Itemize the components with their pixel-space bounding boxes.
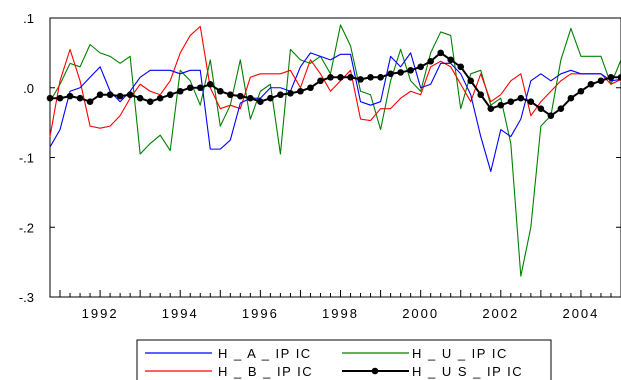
series-point [126,91,134,99]
series-point [367,73,374,81]
series-point [186,84,194,92]
series-point [487,105,495,112]
x-axis: 1992 1994 1996 1998 2000 2002 2004 [49,290,621,321]
legend-label: H _ U _ IP IC [412,346,508,361]
legend-label: H _ B _ IP IC [218,364,313,379]
series-point [136,94,144,102]
series-point [617,73,621,81]
series-point [547,112,555,119]
series-point [66,92,74,100]
legend-label: H _ A _ IP IC [218,346,312,361]
series-point [327,73,334,81]
series-point [287,90,294,97]
x-tick-label: 2004 [562,306,599,321]
series-point [156,94,164,102]
series-point [347,73,354,81]
series-point [457,63,465,71]
series-point [86,98,94,105]
series-point [76,94,84,102]
series-point [46,94,54,102]
series-point [377,73,384,81]
series-point [497,101,505,109]
series-point [257,98,264,105]
y-tick-label: .1 [23,11,34,26]
x-tick-label: 1996 [242,306,279,321]
plot-frame [49,17,621,298]
series-point [337,73,344,81]
legend-label: H _ U S _ IP IC [412,364,523,379]
series-point [237,92,244,100]
series-point [196,84,204,92]
series-point [267,94,274,102]
series-line-1 [49,25,621,137]
y-axis: .1 .0 -.1 -.2 -.3 [19,11,621,305]
y-tick-label: -.1 [19,151,34,166]
legend: H _ A _ IP IC H _ U _ IP IC H _ B _ IP IC H… [136,339,552,380]
series-point [247,94,254,102]
series-point [96,91,104,99]
series-point [537,105,545,112]
series-point [507,98,515,105]
legend-marker [371,367,379,375]
series-point [227,91,234,99]
y-tick-label: -.2 [19,220,34,235]
series-point [437,49,444,57]
series-point [166,91,174,99]
series-point [467,77,475,85]
series-point [577,87,585,95]
series-line-2 [49,24,621,277]
series-point [56,94,64,102]
x-tick-label: 2002 [482,306,519,321]
y-tick-label: -.3 [19,290,34,305]
x-tick-label: 2000 [402,306,439,321]
series-point [587,80,595,88]
x-tick-label: 1992 [82,306,119,321]
series-point [317,77,324,85]
series-point [206,80,214,88]
series-point [517,94,525,102]
series-point [297,87,304,95]
series-point [387,70,394,78]
series-point [597,77,605,85]
series-point [106,91,114,99]
series-point [427,57,434,65]
series-point [447,56,455,64]
series-point [607,73,615,81]
x-tick-label: 1998 [322,306,359,321]
series-point [567,94,575,102]
series-point [217,87,224,95]
series-point [277,91,284,99]
series-point [357,76,364,83]
series-point [557,105,565,112]
series-lines [46,24,621,277]
series-point [417,63,424,71]
series-point [146,98,154,105]
series-point [116,92,124,100]
series-point [397,69,404,76]
series-point [527,98,535,105]
x-tick-label: 1994 [162,306,199,321]
series-point [407,67,414,74]
legend-box [136,339,552,380]
series-point [477,91,485,99]
series-point [176,87,184,95]
y-tick-label: .0 [23,81,34,96]
series-point [307,84,314,92]
series-line-3 [50,51,621,117]
